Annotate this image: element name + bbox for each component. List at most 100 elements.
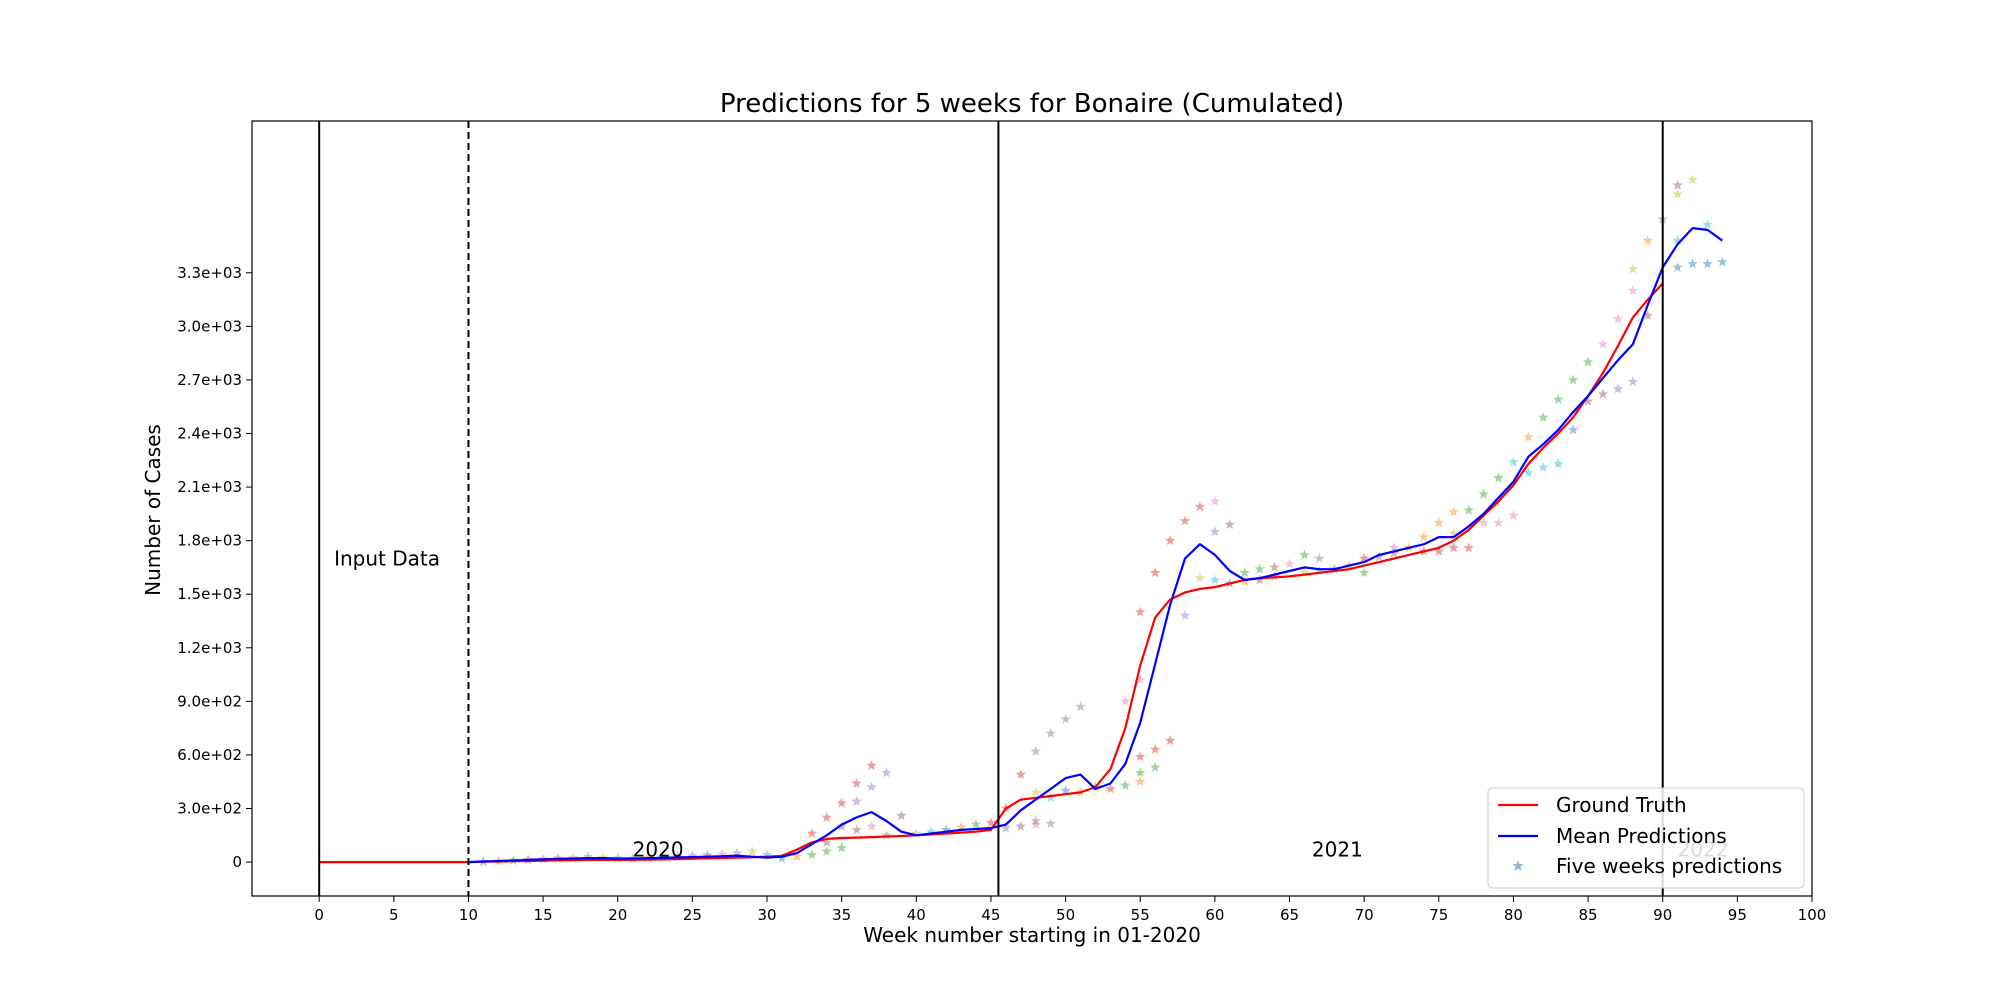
prediction-star-point [1463,504,1474,515]
prediction-star-point [1627,376,1639,387]
prediction-star-point [1284,558,1295,569]
prediction-star-point [1478,488,1489,499]
x-tick-label: 50 [1056,906,1075,924]
prediction-star-point [940,824,952,835]
annotation-2021: 2021 [1312,838,1363,862]
legend-label-mean-predictions: Mean Predictions [1556,824,1727,848]
y-tick-label: 1.2e+03 [177,639,242,657]
prediction-star-point [1358,553,1370,563]
x-tick-label: 80 [1504,906,1523,924]
prediction-star-point [1553,394,1564,404]
prediction-star-point [1030,745,1041,756]
prediction-points [478,174,1728,867]
prediction-star-point [1239,567,1250,578]
prediction-star-point [597,851,608,862]
prediction-star-point [1433,517,1444,528]
prediction-star-point [1672,235,1683,246]
prediction-star-point [1627,285,1639,296]
prediction-star-point [1299,549,1310,560]
prediction-star-point [821,811,832,822]
y-tick-label: 3.0e+03 [177,317,242,335]
prediction-star-point [1523,431,1534,442]
x-tick-label: 0 [314,906,324,924]
annotation-input-data: Input Data [334,547,440,571]
x-tick-label: 30 [757,906,776,924]
prediction-star-point [1597,338,1609,349]
prediction-star-point [1448,542,1459,553]
prediction-star-point [1687,258,1698,269]
vertical-lines [318,121,1664,896]
prediction-star-point [1388,542,1400,553]
prediction-star-point [1567,424,1579,435]
y-tick-label: 3.3e+03 [177,264,242,282]
prediction-star-point [1120,695,1131,706]
y-axis-ticks: 0 3.0e+02 6.0e+02 9.0e+02 1.2e+03 1.5e+03 1.8e… [177,264,252,871]
prediction-star-point [746,845,758,856]
prediction-star-point [1538,411,1549,422]
prediction-star-point [1538,461,1549,472]
prediction-star-point [970,819,982,829]
y-tick-label: 3.0e+02 [177,800,242,818]
prediction-star-point [1030,815,1041,826]
series-lines [319,227,1724,864]
prediction-star-point [1209,526,1221,537]
y-tick-label: 1.8e+03 [177,532,242,550]
plot-frame [251,120,1813,897]
prediction-star-point [1164,735,1176,746]
prediction-star-point [1135,767,1146,778]
prediction-star-point [1717,256,1728,267]
prediction-star-point [1567,374,1579,385]
x-axis-ticks: 0 5 10 15 20 25 30 35 40 45 50 55 60 65 70 75 80 85 90 95 10… [314,896,1826,924]
prediction-star-point [1672,179,1683,190]
prediction-star-point [1314,553,1325,563]
prediction-star-point [926,826,937,837]
prediction-star-point [1672,188,1683,199]
prediction-star-point [1672,261,1683,272]
x-tick-label: 15 [534,906,553,924]
prediction-star-point [1418,531,1430,542]
prediction-star-point [1179,610,1191,621]
prediction-star-point [866,820,877,831]
prediction-star-point [1060,713,1071,724]
prediction-star-point [1120,779,1131,790]
prediction-star-point [1179,515,1191,526]
prediction-star-point [836,797,847,808]
y-tick-label: 9.0e+02 [177,692,242,710]
prediction-star-point [1582,395,1594,406]
prediction-star-point [1030,819,1041,829]
prediction-star-point [1239,576,1250,587]
x-tick-label: 5 [389,906,399,924]
prediction-star-point [1060,785,1071,796]
prediction-star-point [791,851,803,862]
y-tick-label: 2.4e+03 [177,425,242,443]
prediction-star-point [1612,313,1624,324]
prediction-star-point [1627,263,1639,274]
y-tick-label: 6.0e+02 [177,746,242,764]
prediction-star-point [1149,761,1161,772]
legend-star-marker [1512,860,1524,871]
prediction-star-point [1209,495,1221,506]
y-tick-label: 2.7e+03 [177,371,242,389]
prediction-star-point [1164,535,1176,546]
prediction-star-point [1463,542,1474,553]
prediction-star-point [985,817,997,828]
prediction-star-point [1254,574,1265,585]
prediction-star-point [672,851,683,862]
prediction-star-point [1553,458,1564,469]
series-line-ground-truth [319,282,1664,864]
x-tick-label: 25 [683,906,702,924]
x-tick-label: 75 [1429,906,1448,924]
prediction-star-point [1358,567,1370,578]
prediction-star-point [1642,310,1653,321]
x-tick-label: 100 [1798,906,1827,924]
prediction-star-point [1493,472,1504,483]
prediction-star-point [866,760,877,771]
legend-swatch-five-weeks-predictions [1512,860,1524,871]
x-tick-label: 65 [1280,906,1299,924]
prediction-star-point [1597,388,1609,399]
prediction-star-point [1015,769,1026,779]
annotation-2020: 2020 [633,838,684,862]
prediction-star-point [881,767,892,778]
prediction-star-point [911,828,922,838]
